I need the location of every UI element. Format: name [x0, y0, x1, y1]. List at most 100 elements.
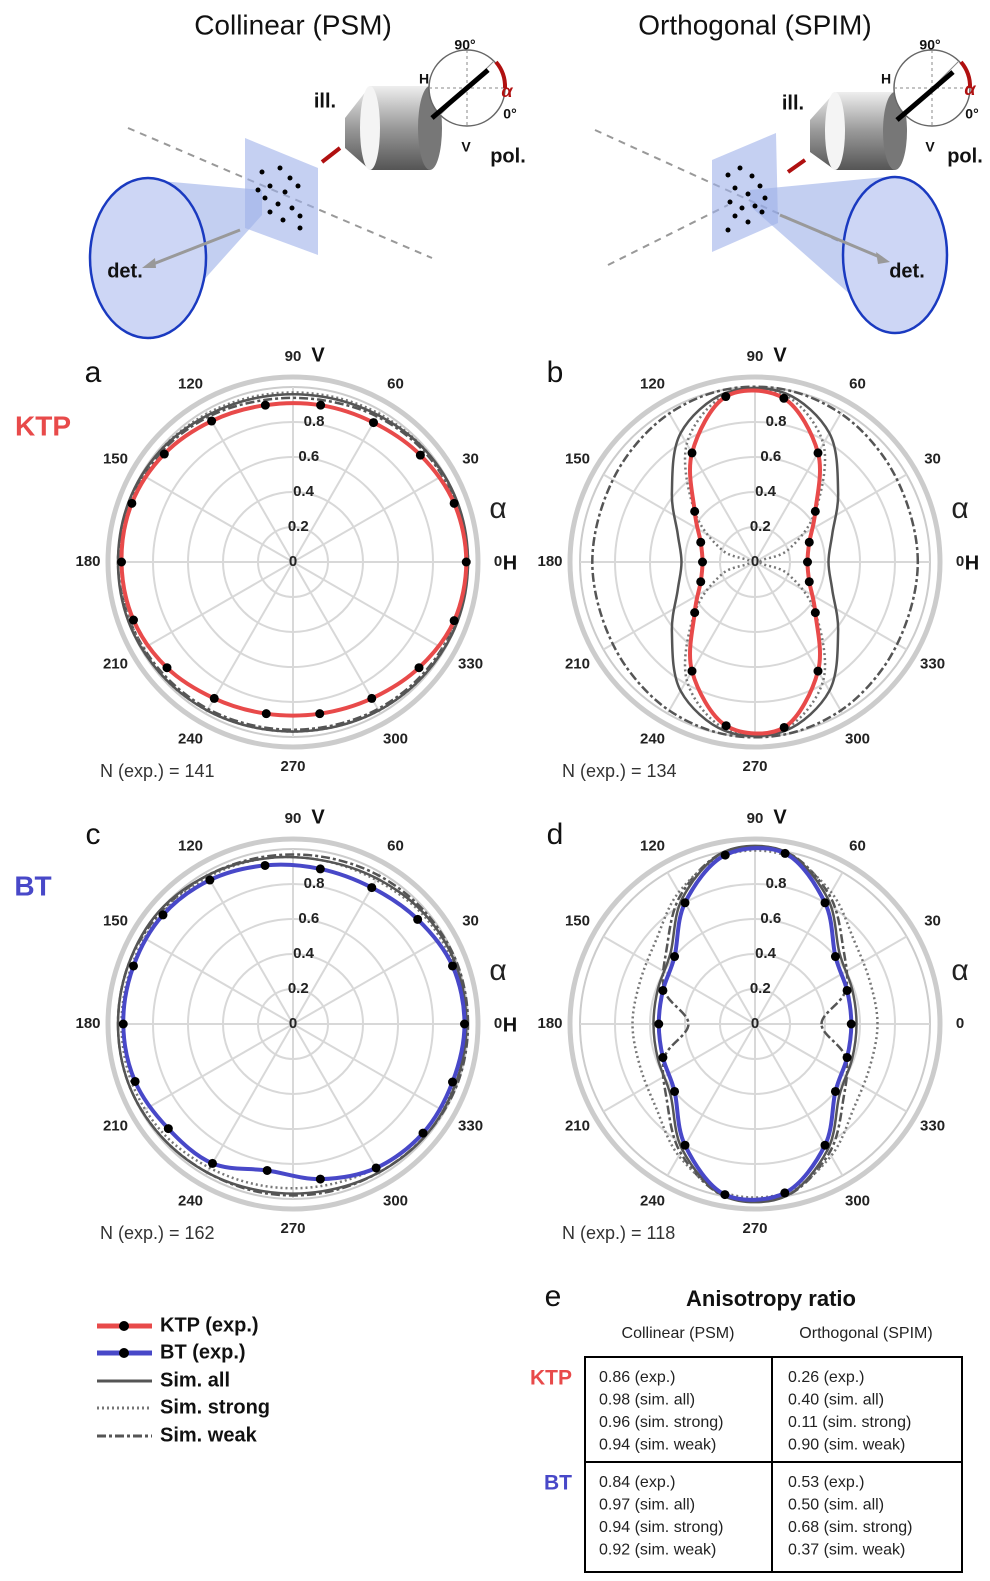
grid-spoke — [754, 561, 844, 715]
data-point — [690, 608, 700, 618]
theta-tick-label: 270 — [280, 1220, 305, 1237]
theta-tick-label: 90 — [747, 348, 764, 365]
data-point — [207, 416, 217, 426]
legend: KTP (exp.) BT (exp.) Sim. all Sim. strong Si… — [97, 1314, 270, 1446]
h-label: H — [881, 71, 891, 87]
grid-spoke — [602, 935, 756, 1025]
data-point — [127, 498, 137, 508]
data-point — [367, 883, 377, 893]
grid-spoke — [754, 561, 908, 651]
data-point — [367, 693, 377, 703]
grid-spoke — [754, 473, 908, 563]
polar-plots: KTPBT030609012015018021024027030033000.2… — [14, 344, 979, 1242]
row-label: KTP — [530, 1367, 572, 1390]
data-point — [205, 875, 215, 885]
panel-label: c — [86, 818, 101, 851]
theta-tick-label: 240 — [178, 731, 203, 748]
data-point — [159, 449, 169, 459]
data-point — [696, 537, 706, 547]
grid-spoke — [602, 473, 756, 563]
r-tick-label: 0.6 — [760, 448, 781, 465]
theta-tick-label: 180 — [537, 553, 562, 570]
data-point — [162, 663, 172, 673]
data-point — [128, 615, 138, 625]
panel-label: b — [547, 356, 564, 389]
pol-label: pol. — [947, 145, 983, 167]
grid-spoke — [204, 409, 294, 563]
r-tick-label: 0.6 — [760, 910, 781, 927]
data-point — [720, 1190, 730, 1200]
theta-tick-label: 240 — [640, 731, 665, 748]
theta-tick-label: 300 — [383, 1193, 408, 1210]
data-point — [803, 557, 812, 567]
grid-spoke — [292, 1023, 446, 1113]
theta-tick-label: 210 — [103, 1117, 128, 1134]
theta-tick-label: 330 — [458, 1117, 483, 1134]
deg0-label: 0° — [965, 106, 978, 122]
annotation: N (exp.) = 118 — [562, 1223, 675, 1243]
panel-label: e — [545, 1280, 562, 1313]
r-tick-label: 0.4 — [755, 483, 777, 500]
series-curve — [116, 855, 468, 1195]
table-cell: 0.50 (sim. all) — [788, 1497, 884, 1514]
data-point — [721, 721, 731, 731]
alpha-label: α — [489, 954, 506, 987]
data-point — [842, 1053, 852, 1063]
data-point — [680, 898, 690, 908]
det-label: det. — [889, 260, 925, 282]
theta-tick-label: 180 — [75, 1015, 100, 1032]
r-tick-label: 0.2 — [750, 518, 771, 535]
grid-spoke — [204, 871, 294, 1025]
det-label: det. — [107, 260, 143, 282]
r-tick-label: 0.2 — [288, 980, 309, 997]
data-point — [209, 693, 219, 703]
legend-label: Sim. strong — [160, 1396, 270, 1418]
grid-spoke — [292, 871, 382, 1025]
grid-spoke — [140, 473, 294, 563]
theta-tick-label: 120 — [178, 837, 203, 854]
table-cell: 0.40 (sim. all) — [788, 1392, 884, 1409]
legend-label: Sim. all — [160, 1369, 230, 1391]
outer-frame — [105, 836, 481, 1212]
theta-tick-label: 300 — [383, 731, 408, 748]
data-point — [261, 709, 271, 719]
data-point — [413, 914, 423, 924]
data-point — [779, 722, 789, 732]
grid-spoke — [292, 1023, 382, 1177]
panel-label: a — [85, 356, 102, 389]
alpha-label: α — [964, 79, 976, 99]
v-axis-label: V — [311, 806, 325, 828]
grid-spoke — [292, 409, 382, 563]
alpha-label: α — [489, 492, 506, 525]
data-point — [820, 898, 830, 908]
grid-spoke — [754, 1023, 908, 1113]
data-point — [690, 506, 700, 516]
column-header: Orthogonal (SPIM) — [799, 1325, 932, 1342]
grid-spoke — [140, 561, 294, 651]
data-point — [680, 1140, 690, 1150]
diagram-title: Collinear (PSM) — [194, 9, 392, 40]
r-tick-label: 0.8 — [304, 413, 325, 430]
data-point — [820, 1140, 830, 1150]
theta-tick-label: 270 — [742, 1220, 767, 1237]
theta-tick-label: 60 — [387, 837, 404, 854]
data-point — [813, 666, 823, 676]
polar-chart: 0 30 60 90 120 150 180 210 240 270 300 330 0 0.2 0.4 0.… — [75, 344, 517, 780]
grid-spoke — [140, 1023, 294, 1113]
data-point — [842, 985, 852, 995]
theta-tick-label: 330 — [458, 655, 483, 672]
data-point — [415, 450, 425, 460]
ill-label: ill. — [314, 90, 336, 112]
data-point — [316, 400, 326, 410]
theta-tick-label: 240 — [640, 1193, 665, 1210]
table-cell: 0.68 (sim. strong) — [788, 1519, 912, 1536]
grid-spoke — [754, 409, 844, 563]
legend-label: Sim. weak — [160, 1424, 258, 1446]
data-point — [687, 448, 697, 458]
series-curve — [670, 386, 840, 738]
data-point — [158, 910, 168, 920]
v-label: V — [925, 139, 935, 155]
theta-tick-label: 240 — [178, 1193, 203, 1210]
data-point — [315, 709, 325, 719]
v-axis-label: V — [311, 344, 325, 366]
